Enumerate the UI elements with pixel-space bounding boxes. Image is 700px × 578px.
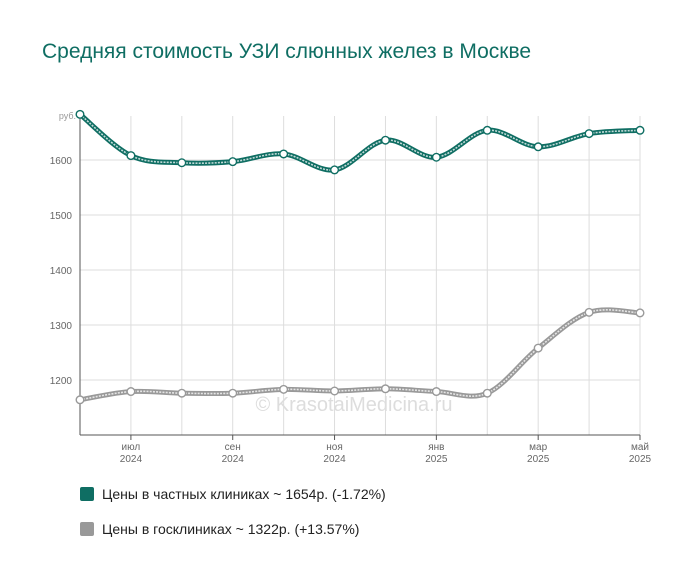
data-point[interactable] bbox=[584, 129, 594, 139]
x-tick-year: 2025 bbox=[527, 454, 550, 465]
x-tick-label: мар bbox=[529, 442, 547, 453]
data-point[interactable] bbox=[330, 386, 340, 396]
watermark: © KrasotaiMedicina.ru bbox=[255, 394, 452, 416]
data-point[interactable] bbox=[380, 135, 390, 145]
y-tick-label: 1300 bbox=[50, 321, 73, 332]
data-point[interactable] bbox=[431, 387, 441, 397]
y-tick-label: 1200 bbox=[50, 376, 73, 387]
series-private bbox=[75, 109, 645, 175]
legend-swatch-public bbox=[80, 522, 94, 536]
data-point[interactable] bbox=[126, 151, 136, 161]
x-tick-year: 2024 bbox=[323, 454, 346, 465]
y-tick-label: 1400 bbox=[50, 266, 73, 277]
data-point[interactable] bbox=[177, 158, 187, 168]
data-point[interactable] bbox=[533, 142, 543, 152]
series-group bbox=[75, 109, 645, 405]
data-point[interactable] bbox=[533, 343, 543, 353]
x-tick-year: 2025 bbox=[425, 454, 448, 465]
data-point[interactable] bbox=[279, 384, 289, 394]
data-point[interactable] bbox=[228, 388, 238, 398]
data-point[interactable] bbox=[431, 152, 441, 162]
chart-title: Средняя стоимость УЗИ слюнных желез в Мо… bbox=[42, 40, 532, 63]
grid bbox=[79, 116, 641, 435]
data-point[interactable] bbox=[635, 308, 645, 318]
x-tick-label: янв bbox=[428, 442, 444, 453]
legend-swatch-private bbox=[80, 487, 94, 501]
data-point[interactable] bbox=[75, 395, 85, 405]
x-tick-label: май bbox=[631, 442, 649, 453]
x-tick-label: сен bbox=[225, 442, 241, 453]
axes: 12001300140015001600руб.июл2024сен2024но… bbox=[50, 111, 652, 465]
series-line-texture bbox=[79, 309, 641, 401]
data-point[interactable] bbox=[380, 384, 390, 394]
data-point[interactable] bbox=[228, 157, 238, 167]
legend-label-private: Цены в частных клиниках ~ 1654р. (-1.72%… bbox=[102, 486, 386, 502]
data-point[interactable] bbox=[584, 307, 594, 317]
x-tick-label: ноя bbox=[326, 442, 343, 453]
legend-item-public[interactable]: Цены в госклиниках ~ 1322р. (+13.57%) bbox=[80, 521, 359, 537]
y-unit-label: руб. bbox=[59, 111, 76, 121]
data-point[interactable] bbox=[177, 388, 187, 398]
x-tick-year: 2024 bbox=[120, 454, 143, 465]
data-point[interactable] bbox=[330, 165, 340, 175]
series-public bbox=[75, 307, 645, 405]
data-point[interactable] bbox=[126, 387, 136, 397]
series-line bbox=[77, 307, 643, 403]
data-point[interactable] bbox=[482, 125, 492, 135]
price-line-chart: 12001300140015001600руб.июл2024сен2024но… bbox=[50, 109, 652, 465]
legend-label-public: Цены в госклиниках ~ 1322р. (+13.57%) bbox=[102, 521, 360, 537]
x-tick-year: 2024 bbox=[222, 454, 245, 465]
x-tick-year: 2025 bbox=[629, 454, 652, 465]
legend-item-private[interactable]: Цены в частных клиниках ~ 1654р. (-1.72%… bbox=[80, 486, 386, 502]
y-tick-label: 1600 bbox=[50, 156, 73, 167]
data-point[interactable] bbox=[279, 149, 289, 159]
data-point[interactable] bbox=[75, 109, 85, 119]
y-tick-label: 1500 bbox=[50, 211, 73, 222]
x-tick-label: июл bbox=[122, 442, 141, 453]
data-point[interactable] bbox=[482, 388, 492, 398]
data-point[interactable] bbox=[635, 125, 645, 135]
